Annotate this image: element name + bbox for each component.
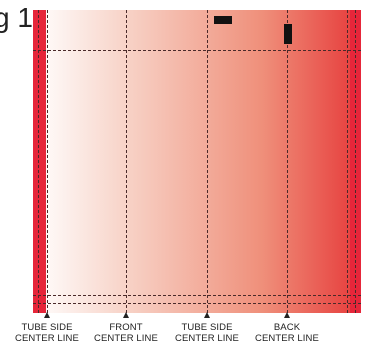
tube-side-center-line	[207, 10, 208, 313]
left-edge-strip	[33, 10, 46, 313]
caption-back: BACK CENTER LINE	[247, 322, 327, 344]
back-arrow	[284, 312, 290, 318]
caption-line: BACK	[273, 322, 301, 333]
caption-front: FRONT CENTER LINE	[86, 322, 166, 344]
bottom-guide-line-upper	[33, 295, 361, 296]
tube-side-arrow-center	[204, 312, 210, 318]
caption-line: TUBE SIDE	[181, 322, 233, 333]
caption-line: TUBE SIDE	[21, 322, 73, 333]
bottom-guide-line-lower	[33, 303, 361, 304]
caption-line: CENTER LINE	[94, 333, 158, 344]
front-center-line	[126, 10, 127, 313]
caption-line: CENTER LINE	[175, 333, 239, 344]
horizontal-mark	[214, 16, 232, 24]
top-guide-line	[33, 50, 361, 51]
caption-tube-side-center: TUBE SIDE CENTER LINE	[167, 322, 247, 344]
tube-side-line-right	[347, 10, 348, 313]
vertical-mark	[284, 24, 292, 44]
right-trim-line	[355, 10, 356, 313]
caption-line: CENTER LINE	[255, 333, 319, 344]
front-arrow	[123, 312, 129, 318]
back-center-line	[287, 10, 288, 313]
figure-label: g 1	[0, 2, 33, 33]
tube-side-line-left	[47, 10, 48, 313]
caption-line: CENTER LINE	[15, 333, 79, 344]
tube-side-arrow-left	[44, 312, 50, 318]
gradient-panel	[33, 10, 361, 313]
caption-line: FRONT	[109, 322, 143, 333]
caption-tube-side-left: TUBE SIDE CENTER LINE	[7, 322, 87, 344]
left-trim-line	[38, 10, 39, 313]
